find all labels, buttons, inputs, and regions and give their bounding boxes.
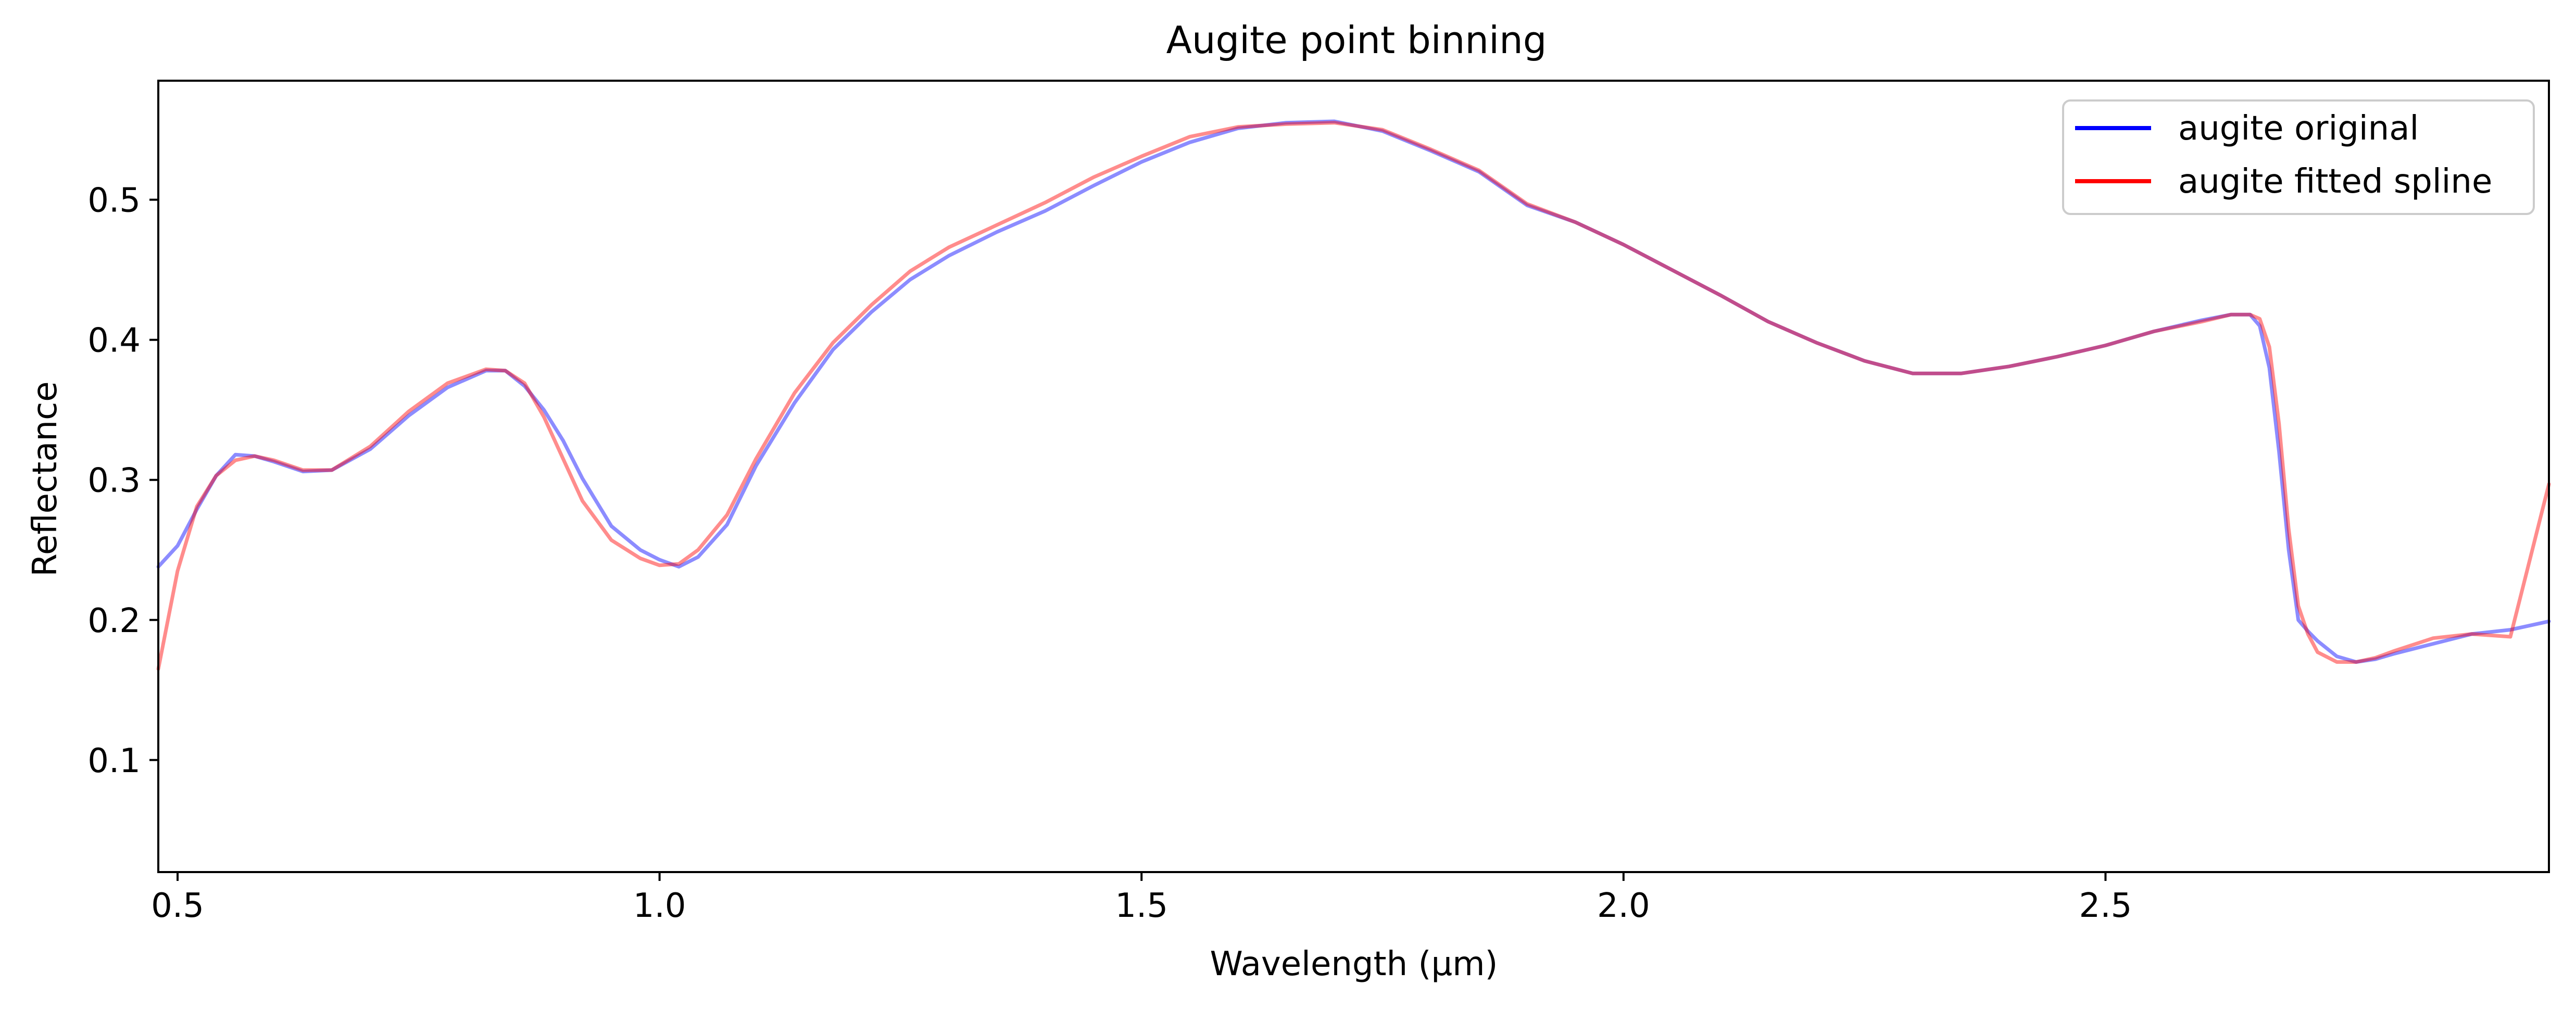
series-line-spline xyxy=(156,121,2551,671)
y-tick-label: 0.2 xyxy=(87,602,141,640)
y-axis-ticks: 0.1 0.2 0.3 0.4 0.5 xyxy=(87,182,158,780)
legend-box xyxy=(2062,99,2535,215)
x-tick-label: 1.5 xyxy=(1115,887,1168,925)
x-axis-label: Wavelength (μm) xyxy=(1210,945,1498,983)
x-tick-label: 1.0 xyxy=(633,887,686,925)
x-tick-label: 2.5 xyxy=(2079,887,2132,925)
x-axis-ticks: 0.5 1.0 1.5 2.0 2.5 xyxy=(151,872,2132,925)
legend-label-spline: augite fitted spline xyxy=(2178,162,2492,201)
series-layer xyxy=(156,119,2551,671)
y-tick-label: 0.3 xyxy=(87,462,141,500)
x-tick-label: 0.5 xyxy=(151,887,204,925)
legend-label-original: augite original xyxy=(2178,109,2419,148)
y-tick-label: 0.4 xyxy=(87,322,141,360)
series-line-original xyxy=(156,119,2551,664)
y-tick-label: 0.5 xyxy=(87,182,141,220)
x-tick-label: 2.0 xyxy=(1597,887,1650,925)
plot-frame xyxy=(157,80,2550,873)
y-axis-label: Reflectance xyxy=(26,381,65,576)
chart-title: Augite point binning xyxy=(1166,18,1547,62)
legend: augite original augite fitted spline xyxy=(2062,99,2535,215)
y-tick-label: 0.1 xyxy=(87,742,141,780)
